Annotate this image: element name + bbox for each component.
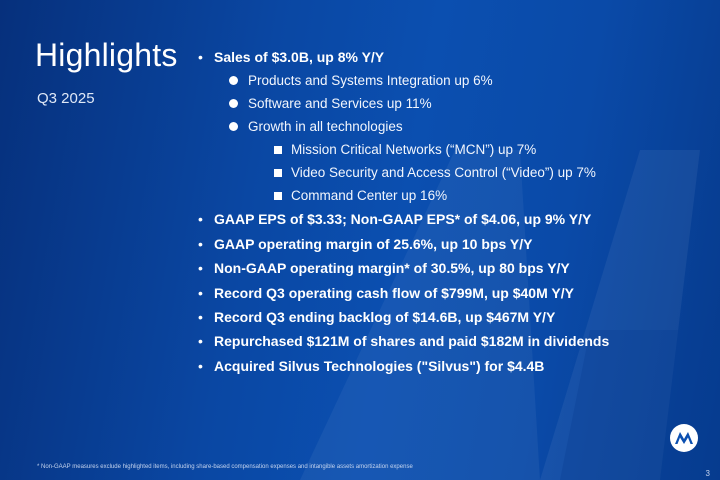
bullet-marker-icon: • — [198, 235, 203, 252]
sub-sub-bullet-mcn: Mission Critical Networks (“MCN”) up 7% — [198, 141, 708, 159]
page-number: 3 — [705, 469, 710, 478]
bullet-eps: • GAAP EPS of $3.33; Non-GAAP EPS* of $4.… — [198, 211, 592, 228]
sub-sub-bullet-command-center: Command Center up 16% — [198, 187, 708, 205]
sub-bullet-psi: Products and Systems Integration up 6% — [198, 72, 708, 90]
bullet-marker-icon: • — [198, 49, 203, 65]
bullet-repurchase-dividends: • Repurchased $121M of shares and paid $1… — [198, 333, 610, 350]
sub-bullet-growth-technologies: Growth in all technologies — [198, 118, 708, 136]
footnote: * Non-GAAP measures exclude highlighted … — [37, 464, 413, 470]
square-bullet-icon — [274, 192, 282, 201]
circle-bullet-icon — [229, 122, 238, 132]
square-bullet-icon — [274, 146, 282, 155]
bullet-marker-icon: • — [198, 211, 203, 228]
slide-title: Highlights — [35, 37, 178, 73]
square-bullet-icon — [274, 169, 282, 178]
bullet-marker-icon: • — [198, 308, 203, 325]
bullet-silvus-acquisition: • Acquired Silvus Technologies ("Silvus")… — [198, 357, 545, 374]
bullet-marker-icon: • — [198, 260, 203, 277]
motorola-logo-icon — [670, 424, 698, 452]
highlights-list: • Sales of $3.0B, up 8% Y/Y Products and … — [198, 48, 708, 381]
slide-subtitle: Q3 2025 — [37, 90, 95, 107]
bullet-marker-icon: • — [198, 333, 203, 350]
circle-bullet-icon — [229, 76, 238, 86]
bullet-marker-icon: • — [198, 357, 203, 374]
sub-sub-bullet-video: Video Security and Access Control (“Vide… — [198, 164, 708, 182]
sub-bullet-software-services: Software and Services up 11% — [198, 95, 708, 113]
bullet-non-gaap-operating-margin: • Non-GAAP operating margin* of 30.5%, up… — [198, 260, 570, 277]
bullet-sales: • Sales of $3.0B, up 8% Y/Y — [198, 49, 385, 65]
bullet-operating-cash-flow: • Record Q3 operating cash flow of $799M,… — [198, 284, 574, 301]
circle-bullet-icon — [229, 99, 238, 109]
bullet-backlog: • Record Q3 ending backlog of $14.6B, up … — [198, 308, 556, 325]
bullet-gaap-operating-margin: • GAAP operating margin of 25.6%, up 10 b… — [198, 235, 533, 252]
bullet-marker-icon: • — [198, 284, 203, 301]
